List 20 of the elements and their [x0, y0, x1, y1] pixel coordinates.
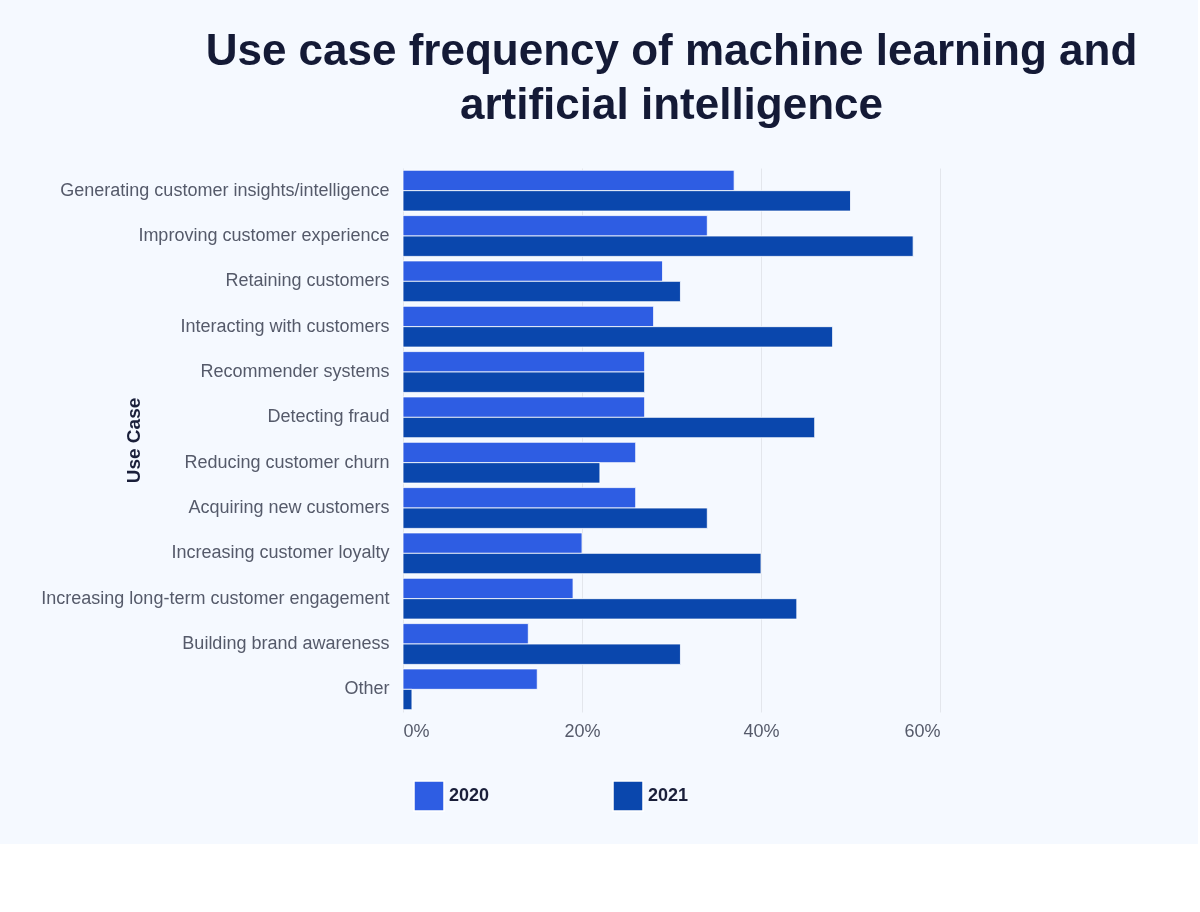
- y-tick-label: Building brand awareness: [182, 633, 390, 653]
- y-tick-label: Generating customer insights/intelligence: [60, 179, 390, 200]
- y-tick-label: Detecting fraud: [267, 406, 390, 427]
- x-tick-label: 0%: [403, 720, 430, 741]
- y-tick-label: Recommender systems: [200, 361, 390, 381]
- y-tick-label: Other: [344, 678, 390, 699]
- chart-title: Use case frequency of machine learning and artificial intelligence: [205, 25, 1138, 128]
- y-tick-label: Improving customer experience: [138, 225, 390, 245]
- legend-label: 2021: [648, 785, 689, 805]
- y-tick-label: Interacting with customers: [180, 315, 390, 336]
- x-tick-label: 20%: [564, 720, 601, 741]
- legend-label: 2020: [449, 785, 490, 805]
- x-tick-label: 40%: [743, 720, 780, 741]
- y-tick-label: Retaining customers: [225, 270, 390, 291]
- y-tick-label: Increasing customer loyalty: [171, 542, 390, 563]
- x-tick-label: 60%: [904, 720, 941, 741]
- y-tick-label: Reducing customer churn: [184, 451, 390, 472]
- y-axis-title: Use Case: [122, 397, 144, 484]
- y-tick-label: Acquiring new customers: [188, 497, 390, 517]
- y-tick-label: Increasing long-term customer engagement: [41, 587, 390, 608]
